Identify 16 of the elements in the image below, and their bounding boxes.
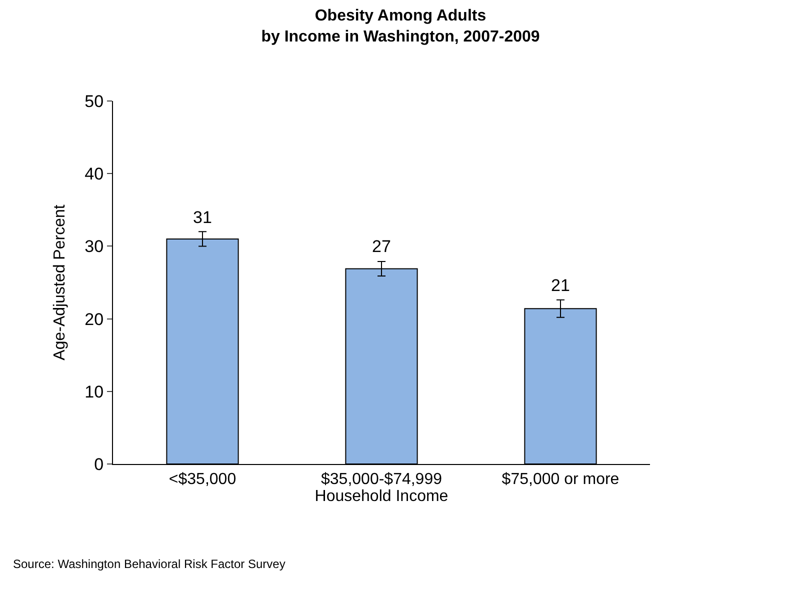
y-tick-label: 20 [84,310,104,329]
x-tick-label: $35,000-$74,999 [321,471,442,488]
source-note: Source: Washington Behavioral Risk Factor Survey [13,557,286,571]
y-tick-label: 0 [94,454,104,474]
y-tick-label: 50 [84,92,104,111]
x-tick-label: <$35,000 [168,471,236,488]
y-tick-label: 10 [84,382,104,402]
data-label: 31 [193,208,212,227]
chart-title: Obesity Among Adults by Income in Washington, 2007-2009 [261,8,540,46]
y-axis-title: Age-Adjusted Percent [52,204,69,360]
x-axis-title: Household Income [314,488,448,506]
y-tick-label: 30 [84,237,104,256]
data-label: 27 [372,237,391,256]
y-tick-label: 40 [84,164,104,184]
data-label: 21 [551,276,570,295]
x-tick-label: $75,000 or more [502,471,620,488]
